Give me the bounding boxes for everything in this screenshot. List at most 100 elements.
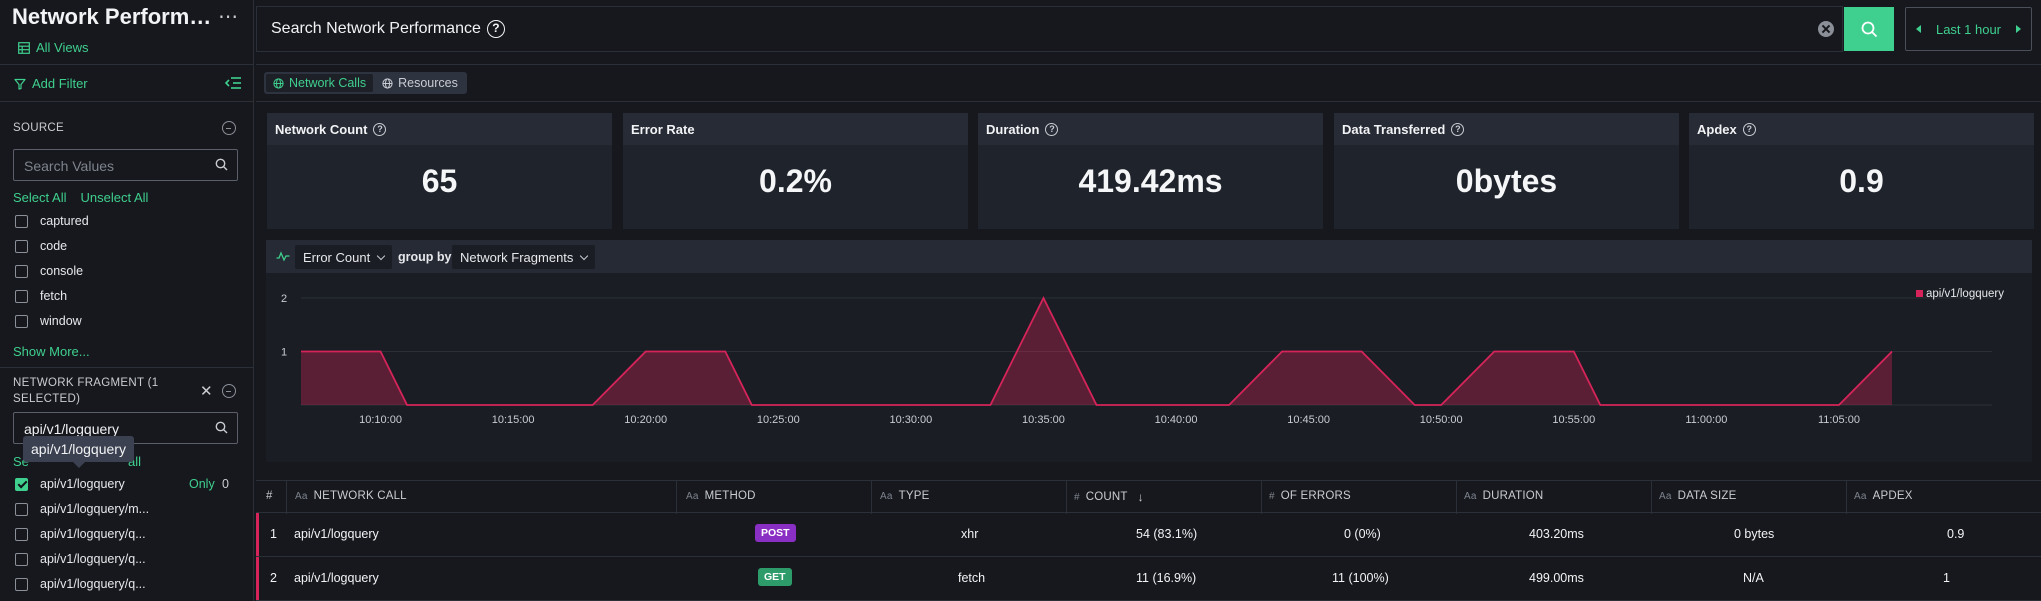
text-type-icon: Aa bbox=[1464, 490, 1477, 502]
collapse-section-icon[interactable] bbox=[222, 384, 236, 398]
x-tick-label: 10:25:00 bbox=[757, 414, 800, 426]
source-item-label: captured bbox=[40, 214, 89, 228]
fragment-item[interactable]: api/v1/logquery/q... bbox=[15, 577, 146, 591]
column-divider[interactable] bbox=[1261, 481, 1262, 514]
x-tick-label: 10:15:00 bbox=[492, 414, 535, 426]
group-by-dropdown[interactable]: Network Fragments bbox=[452, 245, 596, 269]
all-views-link[interactable]: All Views bbox=[18, 40, 89, 55]
column-divider[interactable] bbox=[1456, 481, 1457, 514]
help-icon[interactable]: ? bbox=[1045, 122, 1059, 136]
select-all-link[interactable]: Select All bbox=[13, 190, 67, 205]
column-label: DURATION bbox=[1482, 490, 1544, 502]
more-options-icon[interactable]: ⋯ bbox=[218, 6, 239, 28]
duration-cell: 499.00ms bbox=[1529, 571, 1584, 585]
source-item-console[interactable]: console bbox=[15, 264, 83, 278]
data-size-cell: N/A bbox=[1743, 571, 1764, 585]
checkbox[interactable] bbox=[15, 264, 28, 278]
collapse-sidebar-icon[interactable] bbox=[224, 75, 242, 94]
fragment-item[interactable]: api/v1/logquery/q... bbox=[15, 527, 146, 541]
column-header-count[interactable]: # COUNT ↓ bbox=[1074, 490, 1144, 504]
tab-network-calls[interactable]: Network Calls bbox=[266, 74, 374, 92]
metric-dropdown[interactable]: Error Count bbox=[295, 245, 393, 269]
checkbox[interactable] bbox=[15, 289, 28, 303]
column-header-apdex[interactable]: Aa APDEX bbox=[1854, 490, 1913, 502]
checkbox[interactable] bbox=[15, 239, 28, 253]
app-title: Network Performance bbox=[12, 4, 212, 29]
column-header-errors[interactable]: # OF ERRORS bbox=[1269, 490, 1351, 502]
column-label: NETWORK CALL bbox=[313, 490, 407, 502]
help-icon[interactable]: ? bbox=[1742, 122, 1756, 136]
show-more-link[interactable]: Show More... bbox=[13, 344, 90, 359]
fragment-item[interactable]: api/v1/logquery/m... bbox=[15, 502, 149, 516]
column-divider[interactable] bbox=[676, 481, 677, 514]
item-count: 0 bbox=[222, 477, 229, 491]
fragment-item[interactable]: api/v1/logquery bbox=[15, 477, 125, 491]
help-icon[interactable]: ? bbox=[1451, 122, 1465, 136]
chevron-down-icon bbox=[580, 251, 589, 260]
source-item-window[interactable]: window bbox=[15, 314, 82, 328]
column-label: METHOD bbox=[704, 490, 756, 502]
source-item-captured[interactable]: captured bbox=[15, 214, 89, 228]
only-button[interactable]: Only bbox=[189, 477, 215, 491]
column-header-method[interactable]: Aa METHOD bbox=[686, 490, 756, 502]
fragment-item[interactable]: api/v1/logquery/q... bbox=[15, 552, 146, 566]
clear-selection-icon[interactable]: ✕ bbox=[200, 383, 213, 400]
x-tick-label: 10:45:00 bbox=[1287, 414, 1330, 426]
metric-card-header: Error Rate bbox=[623, 113, 968, 145]
clear-search-icon[interactable] bbox=[1818, 21, 1834, 37]
series-line bbox=[301, 295, 1893, 406]
checkbox[interactable] bbox=[15, 577, 28, 591]
column-divider[interactable] bbox=[1846, 481, 1847, 514]
number-type-icon: # bbox=[1269, 490, 1275, 502]
search-bar-label: Search Network Performance ? bbox=[271, 20, 505, 38]
column-divider[interactable] bbox=[1066, 481, 1067, 514]
column-header-type[interactable]: Aa TYPE bbox=[880, 490, 929, 502]
next-range-icon[interactable] bbox=[2015, 25, 2021, 33]
column-label: COUNT bbox=[1085, 491, 1128, 503]
time-range-picker[interactable]: Last 1 hour bbox=[1905, 7, 2032, 51]
checkbox[interactable] bbox=[15, 552, 28, 566]
checkbox[interactable] bbox=[15, 477, 28, 491]
row-index: 2 bbox=[270, 571, 277, 585]
column-divider[interactable] bbox=[1651, 481, 1652, 514]
x-tick-label: 11:05:00 bbox=[1818, 414, 1860, 426]
method-badge: GET bbox=[758, 568, 792, 586]
tab-resources[interactable]: Resources bbox=[375, 74, 465, 92]
source-search-input[interactable]: Search Values bbox=[13, 149, 238, 181]
fragment-item-label: api/v1/logquery bbox=[40, 477, 125, 491]
text-type-icon: Aa bbox=[1854, 490, 1867, 502]
search-button[interactable] bbox=[1844, 7, 1894, 51]
column-header-data-size[interactable]: Aa DATA SIZE bbox=[1659, 490, 1737, 502]
previous-range-icon[interactable] bbox=[1916, 25, 1921, 33]
source-item-fetch[interactable]: fetch bbox=[15, 289, 67, 303]
column-header-network-call[interactable]: Aa NETWORK CALL bbox=[295, 490, 407, 502]
metric-label: Data Transferred bbox=[1342, 121, 1446, 137]
errors-cell: 11 (100%) bbox=[1332, 571, 1389, 585]
column-header-duration[interactable]: Aa DURATION bbox=[1464, 490, 1543, 502]
table-header: # Aa NETWORK CALL Aa METHOD Aa TYPE # COUNT ↓… bbox=[256, 480, 2041, 514]
metric-dropdown-label: Error Count bbox=[303, 249, 371, 265]
metric-label: Apdex bbox=[1697, 121, 1737, 137]
column-divider[interactable] bbox=[286, 481, 287, 514]
table-row[interactable]: 2 api/v1/logquery GET fetch 11 (16.9%) 1… bbox=[256, 557, 2041, 601]
column-divider[interactable] bbox=[871, 481, 872, 514]
add-filter-button[interactable]: Add Filter bbox=[14, 76, 88, 91]
count-cell: 54 (83.1%) bbox=[1136, 527, 1198, 541]
checkbox[interactable] bbox=[15, 214, 28, 228]
checkbox[interactable] bbox=[15, 314, 28, 328]
sort-descending-icon[interactable]: ↓ bbox=[1137, 490, 1144, 504]
x-tick-label: 10:10:00 bbox=[359, 414, 402, 426]
unselect-all-link[interactable]: Unselect All bbox=[80, 190, 149, 205]
column-label: OF ERRORS bbox=[1280, 490, 1351, 502]
source-search-placeholder: Search Values bbox=[24, 158, 115, 174]
checkbox[interactable] bbox=[15, 527, 28, 541]
checkbox[interactable] bbox=[15, 502, 28, 516]
collapse-section-icon[interactable] bbox=[222, 121, 236, 135]
help-icon[interactable]: ? bbox=[373, 122, 387, 136]
source-item-code[interactable]: code bbox=[15, 239, 67, 253]
help-icon[interactable]: ? bbox=[486, 20, 505, 38]
row-index: 1 bbox=[270, 527, 277, 541]
filter-icon bbox=[14, 78, 26, 90]
table-row[interactable]: 1 api/v1/logquery POST xhr 54 (83.1%) 0 … bbox=[256, 513, 2041, 557]
search-bar[interactable]: Search Network Performance ? bbox=[256, 6, 1843, 52]
